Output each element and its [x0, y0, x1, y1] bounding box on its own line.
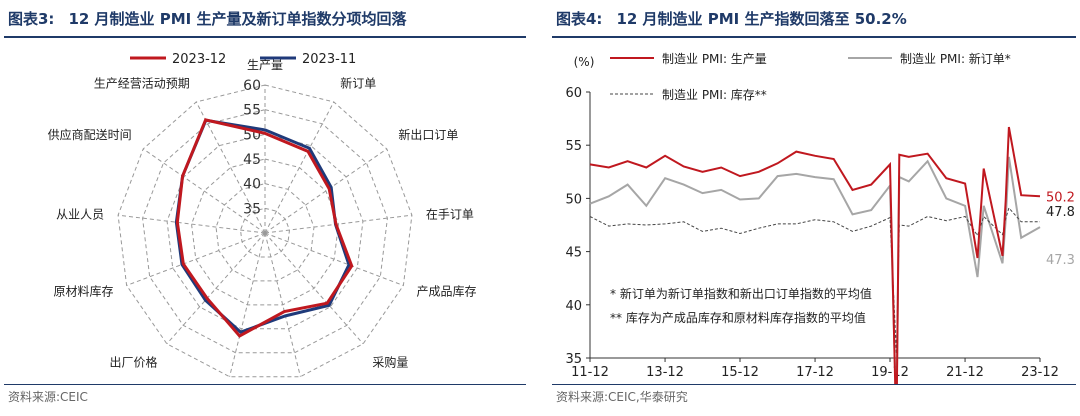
radar-tick-label: 60: [243, 78, 261, 94]
figure-title: 12 月制造业 PMI 生产量及新订单指数分项均回落: [68, 10, 407, 28]
radar-spoke: [264, 232, 364, 345]
x-tick-label: 23-12: [1021, 365, 1059, 380]
y-axis-label: (%): [574, 55, 595, 69]
radar-grid-ring: [142, 109, 388, 354]
radar-axis-label: 供应商配送时间: [48, 127, 132, 142]
radar-tick-label: 40: [243, 177, 261, 193]
chart-note: ** 库存为产成品库存和原材料库存指数的平均值: [610, 310, 866, 325]
radar-axis-label: 采购量: [372, 354, 408, 369]
figure-tag: 图表3:: [8, 10, 55, 28]
radar-tick-label: 45: [243, 152, 261, 168]
line-series-2: [589, 207, 1040, 354]
radar-axis-label: 从业人员: [56, 207, 104, 221]
radar-chart: 354045505560生产量新订单新出口订单在手订单产成品库存采购量进口购进价…: [48, 52, 476, 378]
footer-rule: [552, 384, 1076, 385]
legend-label: 2023-11: [302, 52, 356, 67]
figure-tag: 图表4:: [556, 10, 603, 28]
radar-series-2023-12: [175, 118, 354, 338]
radar-grid-ring: [240, 207, 290, 258]
source-note: 资料来源:CEIC: [8, 390, 88, 404]
x-tick-label: 19-12: [871, 365, 909, 380]
y-tick-label: 60: [565, 86, 582, 101]
radar-spoke: [264, 232, 301, 377]
legend-label: 制造业 PMI: 生产量: [662, 52, 767, 66]
line-series-1: [589, 156, 1041, 384]
radar-grid-ring: [215, 183, 315, 282]
y-tick-label: 35: [565, 352, 582, 367]
radar-spoke: [195, 101, 266, 234]
y-tick-label: 40: [565, 299, 582, 314]
radar-axis-label: 原材料库存: [54, 283, 114, 298]
radar-tick-label: 35: [243, 201, 261, 217]
end-value-label: 50.2: [1046, 190, 1075, 205]
line-series-0: [589, 126, 1041, 384]
footer-rule: [4, 384, 526, 385]
radar-chart-panel: 图表3: 12 月制造业 PMI 生产量及新订单指数分项均回落 35 40 45 50 5…: [0, 0, 530, 416]
chart-note: * 新订单为新订单指数和新出口订单指数的平均值: [610, 286, 872, 301]
radar-spoke: [229, 232, 266, 377]
radar-spoke: [264, 101, 335, 234]
legend-label: 制造业 PMI: 库存**: [662, 87, 767, 102]
y-tick-label: 55: [565, 139, 582, 154]
radar-axis-label: 生产经营活动预期: [94, 77, 190, 91]
title-rule: [552, 36, 1076, 38]
radar-axis-label: 出厂价格: [110, 354, 158, 369]
radar-spoke: [126, 232, 266, 286]
radar-spoke: [118, 214, 266, 234]
radar-axis-label: 在手订单: [426, 207, 474, 221]
radar-tick-label: 55: [243, 103, 261, 119]
radar-spoke: [264, 214, 412, 234]
title-rule: [4, 36, 526, 38]
x-tick-label: 21-12: [946, 365, 984, 380]
radar-axis-label: 新出口订单: [398, 127, 458, 142]
x-tick-label: 15-12: [721, 365, 759, 380]
line-chart: 35 40 45 50 55 60 (%) 11-12 13-12 15-12 17-12 19-12…: [565, 51, 1075, 384]
y-tick-label: 45: [565, 246, 582, 261]
radar-axis-label: 产成品库存: [416, 283, 476, 298]
chart-title: 图表3: 12 月制造业 PMI 生产量及新订单指数分项均回落: [8, 8, 406, 29]
radar-spoke: [166, 232, 266, 345]
x-tick-label: 17-12: [796, 365, 834, 380]
x-tick-label: 11-12: [571, 365, 609, 380]
radar-axis-label: 生产量: [247, 58, 283, 72]
end-value-label: 47.8: [1046, 205, 1075, 220]
end-value-label: 47.3: [1046, 253, 1075, 268]
y-tick-label: 50: [565, 192, 582, 207]
x-tick-label: 13-12: [646, 365, 684, 380]
legend-label: 2023-12: [172, 52, 226, 67]
radar-spoke: [142, 148, 266, 234]
line-chart-panel: 图表4: 12 月制造业 PMI 生产指数回落至 50.2% 35 40 45 50 55…: [548, 0, 1080, 416]
radar-axis-label: 新订单: [340, 76, 376, 91]
radar-spoke: [264, 232, 404, 286]
chart-title: 图表4: 12 月制造业 PMI 生产指数回落至 50.2%: [556, 8, 907, 29]
legend-label: 制造业 PMI: 新订单*: [900, 51, 1011, 66]
radar-spoke: [264, 148, 388, 234]
source-note: 资料来源:CEIC,华泰研究: [556, 390, 688, 404]
figure-title: 12 月制造业 PMI 生产指数回落至 50.2%: [616, 10, 907, 28]
